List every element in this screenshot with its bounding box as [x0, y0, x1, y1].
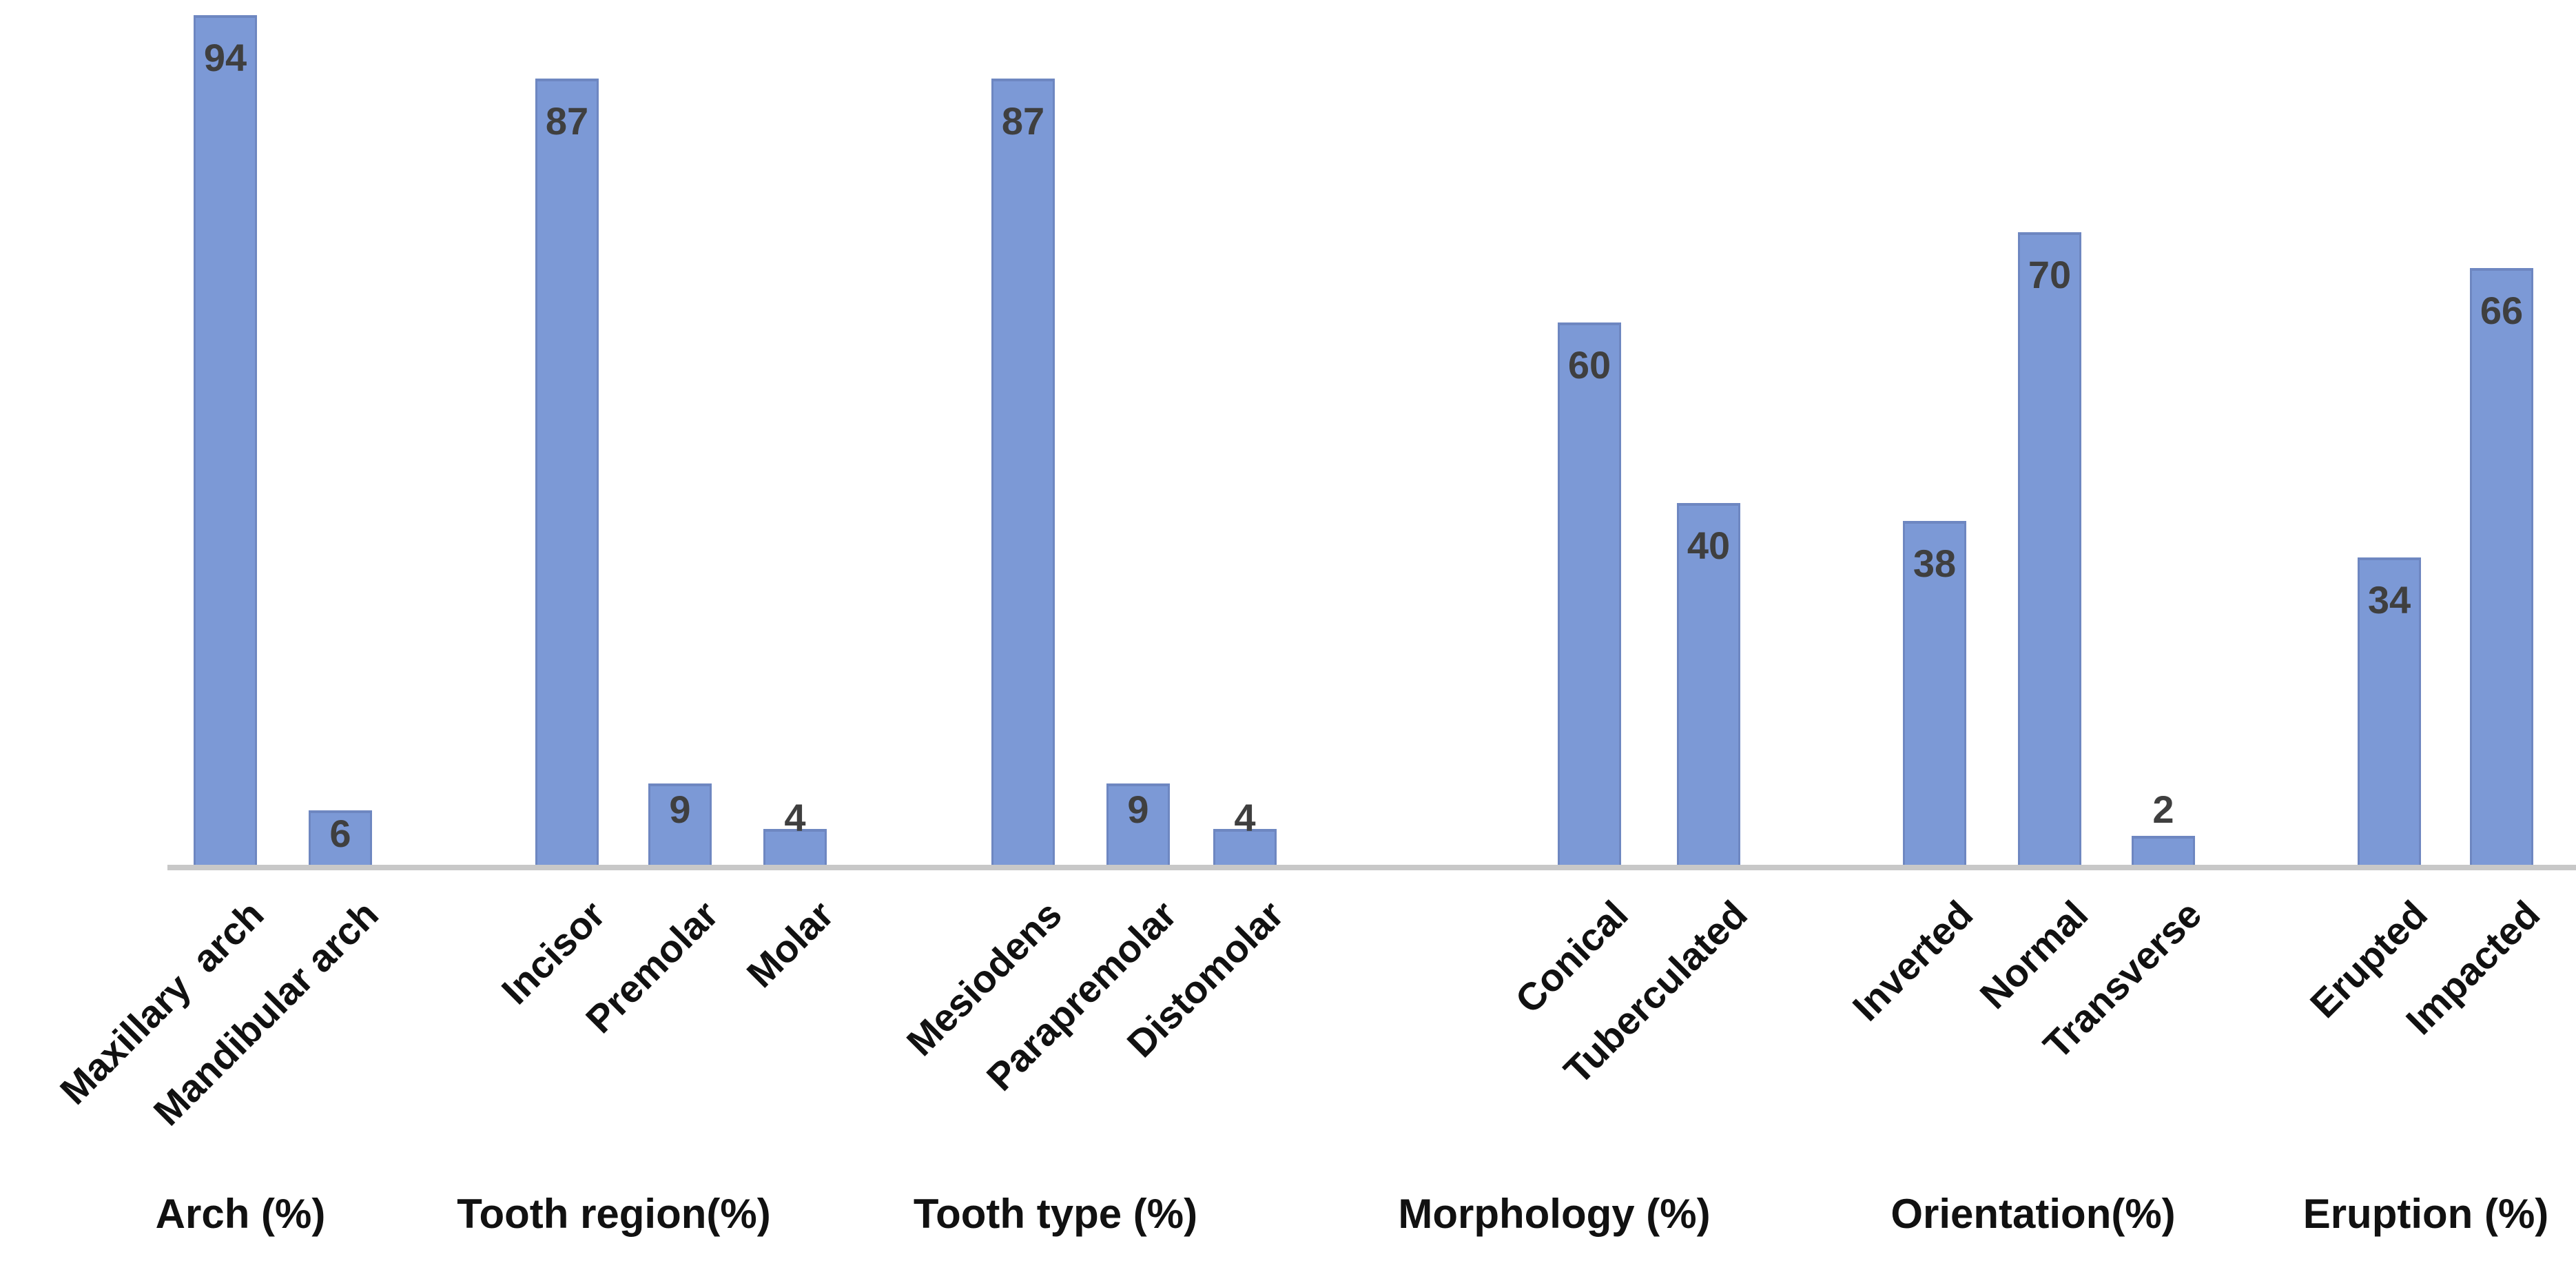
- bar-inverted: [1903, 521, 1966, 865]
- value-label: 38: [1913, 542, 1957, 585]
- value-label: 40: [1687, 524, 1731, 567]
- value-label: 70: [2028, 253, 2072, 296]
- value-label: 6: [329, 812, 351, 855]
- x-axis-line: [167, 865, 2576, 870]
- value-label: 4: [784, 796, 806, 839]
- bar-premolar: [648, 783, 712, 865]
- bar-distomolar: [1213, 829, 1277, 865]
- value-label: 9: [1127, 788, 1149, 831]
- category-label: Inverted: [1844, 892, 1981, 1029]
- bar-incisor: [535, 79, 599, 865]
- group-label: Morphology (%): [1398, 1191, 1711, 1237]
- value-label: 34: [2367, 578, 2411, 622]
- bar-parapremolar: [1106, 783, 1170, 865]
- group-label: Tooth type (%): [913, 1191, 1198, 1237]
- bar-transverse: [2132, 836, 2195, 865]
- group-label: Orientation(%): [1890, 1191, 2176, 1237]
- value-label: 9: [669, 788, 691, 831]
- value-label: 60: [1567, 343, 1611, 387]
- bar-normal: [2018, 232, 2081, 865]
- bar-mandibular-arch: [309, 810, 372, 865]
- value-label: 66: [2480, 289, 2524, 332]
- group-label: Arch (%): [155, 1191, 326, 1237]
- category-label: Molar: [738, 892, 842, 996]
- bar-erupted: [2358, 557, 2421, 865]
- value-label: 87: [1001, 99, 1045, 143]
- category-label: Mandibular arch: [145, 892, 387, 1134]
- group-label: Eruption (%): [2302, 1191, 2549, 1237]
- bar-tuberculated: [1677, 503, 1740, 865]
- bar-conical: [1558, 322, 1621, 865]
- value-label: 2: [2152, 788, 2174, 831]
- group-label: Tooth region(%): [457, 1191, 771, 1237]
- bar-maxillary-arch: [194, 15, 257, 865]
- value-label: 4: [1234, 796, 1256, 839]
- bar-molar: [763, 829, 827, 865]
- value-label: 94: [203, 36, 247, 79]
- bar-impacted: [2470, 268, 2533, 865]
- category-label: Maxillary arch: [51, 892, 272, 1113]
- bar-mesiodens: [991, 79, 1055, 865]
- value-label: 87: [545, 99, 589, 143]
